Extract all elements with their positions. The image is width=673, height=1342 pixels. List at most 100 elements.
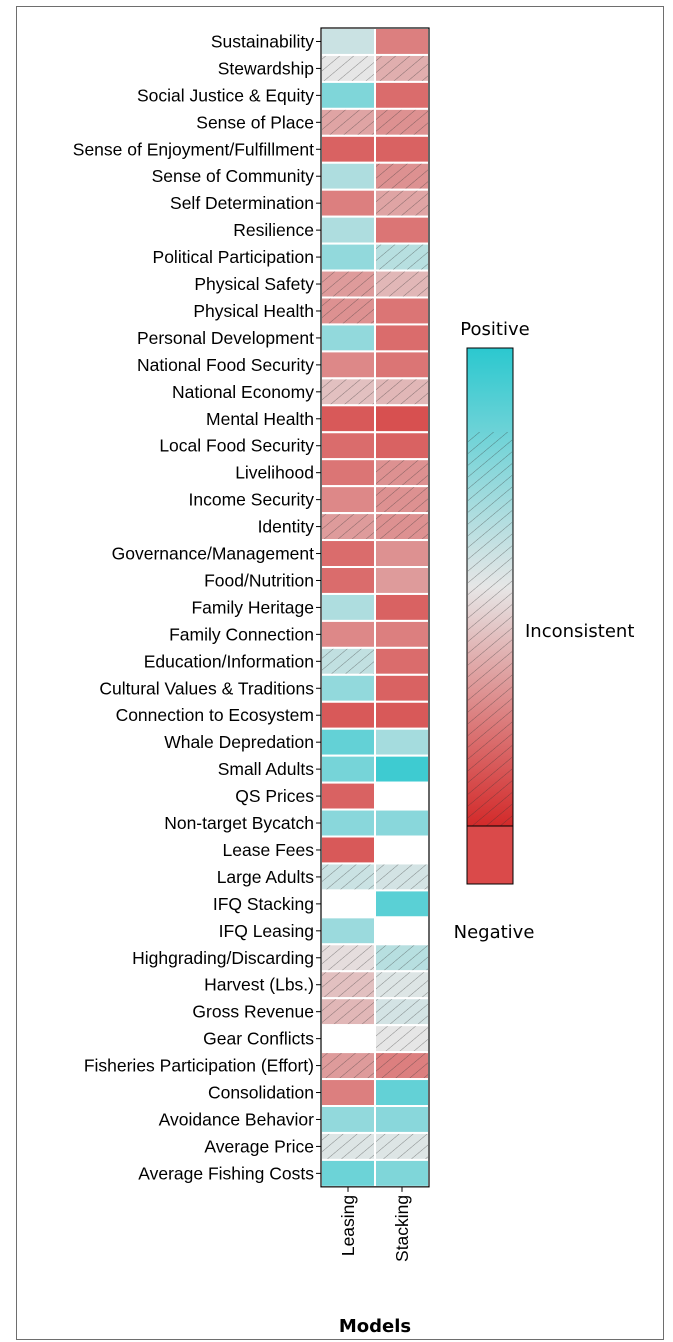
y-tick-label: Avoidance Behavior [159,1109,315,1129]
heatmap-cell [320,835,376,865]
heatmap-cell [374,1105,430,1134]
inconsistent-hatch [376,1026,428,1052]
heatmap-cell [374,727,430,757]
heatmap-cell [320,242,376,272]
heatmap-cell [374,700,430,730]
heatmap-cell [374,781,430,811]
y-tick-label: Whale Depredation [164,732,314,752]
heatmap-cell [320,700,376,730]
y-tick-label: Fisheries Participation (Effort) [84,1056,314,1076]
legend-inconsistent-label: Inconsistent [525,621,634,642]
inconsistent-hatch [322,109,374,135]
heatmap-cell [374,889,430,919]
y-tick-label: Income Security [189,490,315,510]
heatmap-cell [374,1158,430,1188]
inconsistent-hatch [376,190,428,216]
heatmap-cell [374,566,430,595]
heatmap-cell [374,296,430,326]
y-tick-label: Highgrading/Discarding [132,948,314,968]
x-tick-label: Leasing [338,1195,358,1256]
inconsistent-hatch [322,648,374,674]
y-tick-label: Gross Revenue [192,1002,314,1022]
inconsistent-hatch [376,999,428,1025]
heatmap-cell [320,134,376,164]
heatmap-cell [320,485,376,515]
y-tick-label: Sense of Community [152,166,315,186]
inconsistent-hatch [376,244,428,270]
y-tick-label: Identity [258,517,315,537]
heatmap-cell [374,134,430,164]
heatmap-cell [320,350,376,380]
y-tick-label: IFQ Leasing [219,921,314,941]
inconsistent-hatch [322,55,374,81]
y-tick-label: Cultural Values & Traditions [99,678,314,698]
y-tick-label: Family Heritage [191,597,314,617]
heatmap-cell [320,1024,376,1054]
inconsistent-hatch [376,514,428,540]
y-tick-label: Average Price [204,1136,314,1156]
heatmap-cell [320,754,376,784]
heatmap-cell [374,350,430,380]
y-tick-label: Harvest (Lbs.) [204,975,314,995]
heatmap-cell [374,215,430,245]
legend-negative-block [466,825,514,885]
y-tick-label: Food/Nutrition [204,570,314,590]
inconsistent-hatch [376,460,428,486]
heatmap-cell [320,539,376,568]
heatmap-cell [374,80,430,110]
heatmap-cell [320,592,376,622]
heatmap-cell [374,431,430,461]
inconsistent-hatch [376,109,428,135]
heatmap-cell [374,646,430,676]
heatmap-cell [374,808,430,838]
inconsistent-hatch [376,487,428,513]
heatmap-cell [320,431,376,461]
heatmap-cell [320,1158,376,1188]
y-tick-label: Sense of Place [196,112,314,132]
y-tick-label: Social Justice & Equity [137,85,314,105]
y-tick-label: Resilience [233,220,314,240]
heatmap-cell [374,323,430,353]
heatmap-cell [320,727,376,757]
inconsistent-hatch [322,1133,374,1159]
y-tick-label: Average Fishing Costs [138,1163,314,1183]
heatmap-cell [320,404,376,434]
heatmap-cell [374,673,430,703]
heatmap-cell [320,1078,376,1108]
y-tick-label: Sense of Enjoyment/Fulfillment [73,139,314,159]
heatmap-cell [374,916,430,946]
heatmap-cell [374,404,430,434]
y-tick-label: Consolidation [208,1083,314,1103]
chart-frame [16,6,664,1340]
inconsistent-hatch [376,163,428,189]
heatmap-cell [374,592,430,622]
y-tick-label: Sustainability [211,31,314,51]
heatmap-cell [320,80,376,110]
heatmap-cell [320,1105,376,1134]
legend-positive-label: Positive [460,319,529,340]
y-tick-label: Large Adults [217,867,315,887]
y-tick-label: QS Prices [235,786,314,806]
inconsistent-hatch [322,379,374,405]
heatmap-cell [320,161,376,191]
inconsistent-hatch [376,271,428,297]
y-tick-label: Connection to Ecosystem [116,705,314,725]
y-tick-label: Political Participation [153,247,314,267]
y-tick-label: Education/Information [144,651,314,671]
y-tick-label: Physical Health [193,301,314,321]
heatmap-cell [374,754,430,784]
inconsistent-hatch [376,972,428,998]
heatmap-cell [374,27,430,56]
heatmap-cell [374,835,430,865]
x-axis-title: Models [339,1316,411,1337]
inconsistent-hatch [322,999,374,1025]
heatmap-cell [320,27,376,56]
heatmap-cell [320,188,376,218]
y-tick-label: Gear Conflicts [203,1029,314,1049]
inconsistent-hatch [376,864,428,890]
heatmap-cell [374,619,430,649]
inconsistent-hatch [322,1053,374,1079]
y-tick-label: IFQ Stacking [213,894,314,914]
y-tick-label: Self Determination [170,193,314,213]
